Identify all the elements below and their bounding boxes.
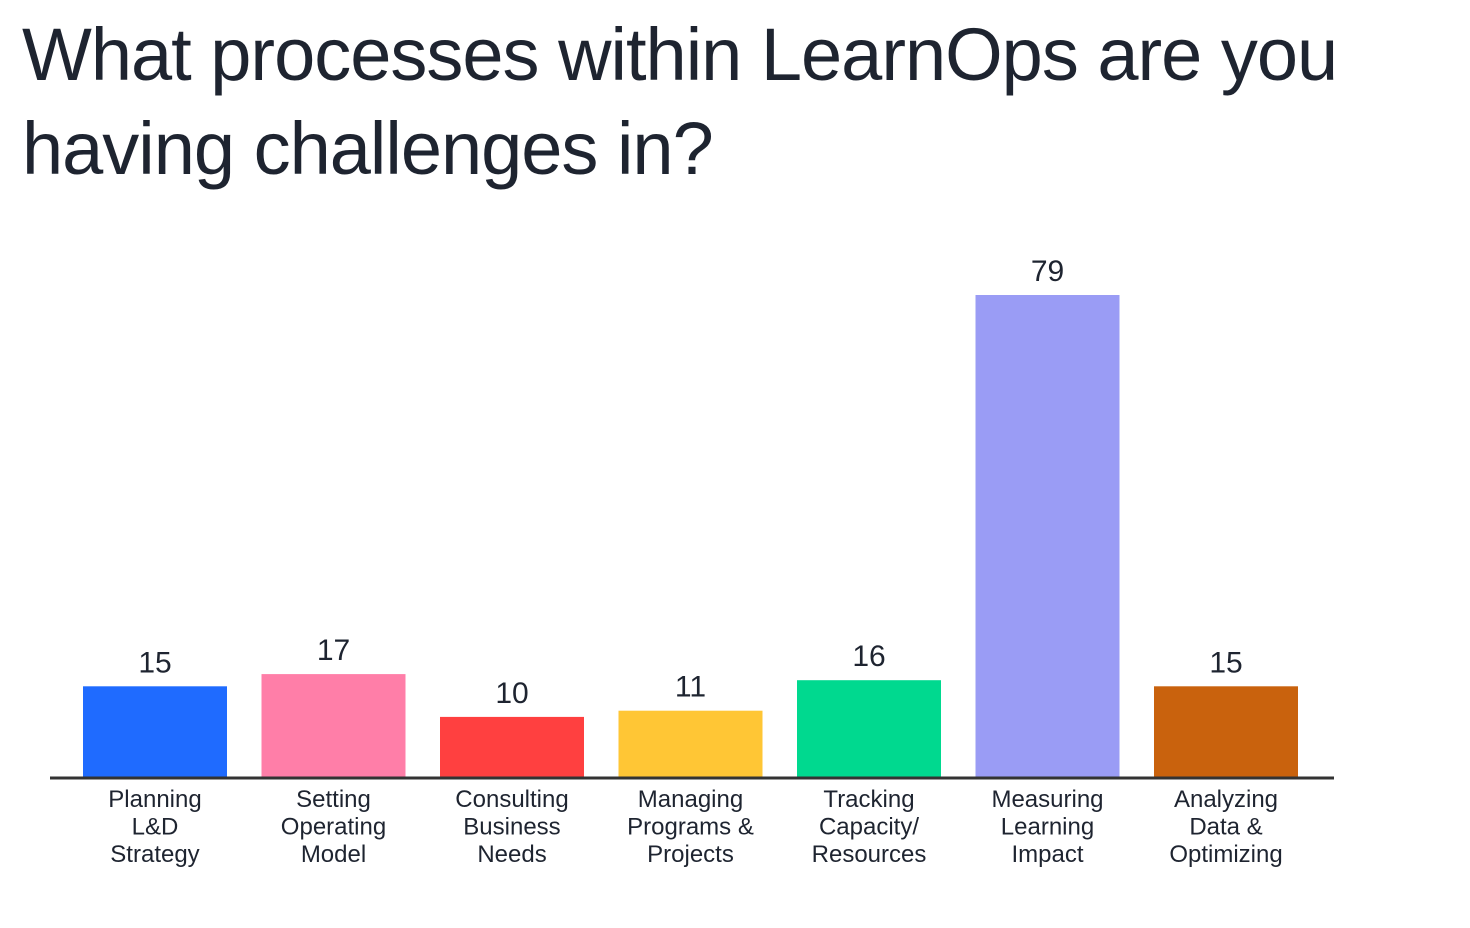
bar-3 [440, 716, 584, 778]
bar-value-label: 10 [495, 677, 528, 710]
bar-2 [261, 674, 406, 778]
bar-5 [797, 680, 941, 778]
category-label-line: Impact [1011, 841, 1083, 868]
category-label-line: Business [463, 814, 560, 841]
category-label-line: L&D [132, 814, 179, 841]
bar-value-label: 15 [138, 646, 171, 679]
category-label: Tracking Capacity/Resources [812, 786, 927, 868]
category-label-line: Resources [812, 841, 927, 868]
category-label-line: Learning [1001, 814, 1094, 841]
category-label-line: Capacity/ [819, 814, 919, 841]
category-label-line: Projects [647, 841, 734, 868]
bar-value-label: 17 [317, 634, 350, 667]
bar-value-label: 16 [852, 640, 885, 673]
category-label-line: Programs & [627, 814, 754, 841]
bar-value-label: 15 [1209, 646, 1242, 679]
category-label: Managing Programs & Projects [627, 786, 754, 868]
category-label-line: Operating [281, 814, 386, 841]
category-label: Analyzing Data & Optimizing [1169, 786, 1282, 868]
category-label-line: Consulting [455, 786, 568, 813]
bar-value-label: 79 [1031, 255, 1064, 288]
category-label-line: Analyzing [1174, 786, 1278, 813]
category-label: Planning L&D Strategy [108, 786, 201, 868]
category-label: Consulting Business Needs [455, 786, 568, 868]
value-labels-group: 15 17 10 11 16 79 15 [138, 255, 1242, 710]
category-label-line: Needs [477, 841, 546, 868]
category-label-line: Model [301, 841, 366, 868]
bar-1 [83, 686, 227, 778]
category-label-line: Data & [1189, 814, 1262, 841]
category-label-line: Tracking [823, 786, 914, 813]
bar-value-label: 11 [675, 671, 706, 704]
category-labels-group: Planning L&D Strategy Setting Operating Model… [108, 786, 1282, 868]
bar-6 [975, 295, 1120, 778]
category-label: Setting Operating Model [281, 786, 386, 868]
category-label-line: Setting [296, 786, 371, 813]
bar-4 [618, 710, 763, 778]
chart-title: What processes within LearnOps are you h… [22, 13, 1338, 190]
category-label-line: Planning [108, 786, 201, 813]
category-label-line: Strategy [110, 841, 199, 868]
category-label: Measuring Learning Impact [991, 786, 1103, 868]
category-label-line: Optimizing [1169, 841, 1282, 868]
bars-group [83, 295, 1298, 778]
category-label-line: Measuring [991, 786, 1103, 813]
bar-7 [1154, 686, 1298, 778]
category-label-line: Managing [638, 786, 743, 813]
